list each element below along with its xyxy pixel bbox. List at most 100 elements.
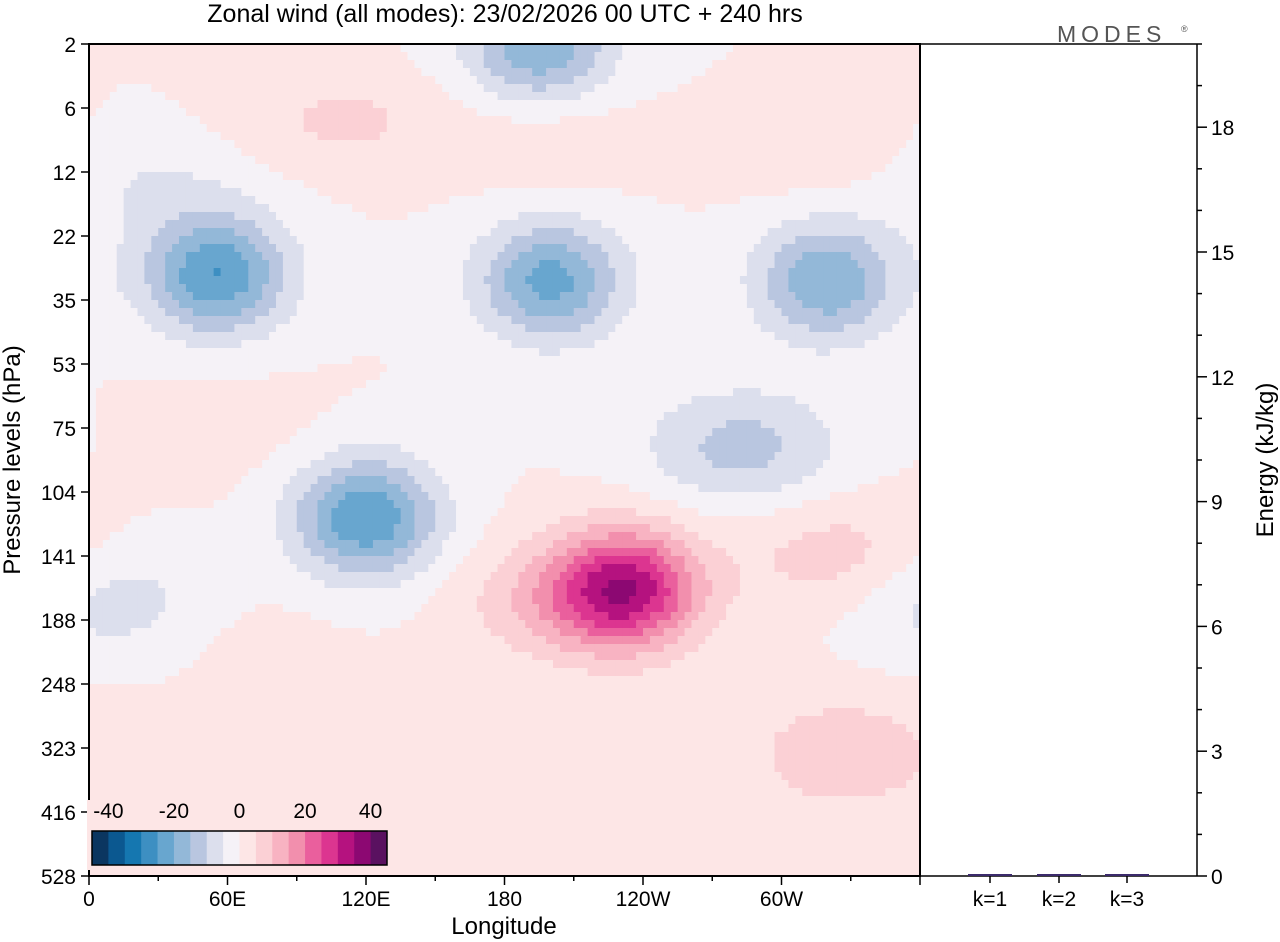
heatmap-cell xyxy=(656,348,665,357)
heatmap-cell xyxy=(511,228,519,237)
heatmap-cell xyxy=(165,52,173,61)
heatmap-cell xyxy=(809,164,817,173)
heatmap-cell xyxy=(366,308,374,317)
heatmap-cell xyxy=(144,156,152,165)
heatmap-cell xyxy=(331,268,339,277)
heatmap-cell xyxy=(913,356,920,365)
heatmap-cell xyxy=(850,260,859,269)
heatmap-cell xyxy=(504,116,513,125)
heatmap-cell xyxy=(435,204,443,213)
heatmap-cell xyxy=(137,140,145,149)
heatmap-cell xyxy=(213,236,222,245)
heatmap-cell xyxy=(566,356,575,365)
heatmap-cell xyxy=(746,284,755,293)
heatmap-cell xyxy=(753,308,762,317)
heatmap-cell xyxy=(864,292,873,301)
heatmap-cell xyxy=(192,172,201,181)
heatmap-cell xyxy=(504,108,513,117)
heatmap-cell xyxy=(116,196,125,205)
heatmap-cell xyxy=(712,332,720,341)
heatmap-cell xyxy=(719,308,727,317)
heatmap-cell xyxy=(185,228,194,237)
heatmap-cell xyxy=(566,108,575,117)
heatmap-cell xyxy=(324,44,332,53)
heatmap-cell xyxy=(684,44,693,53)
heatmap-cell xyxy=(539,148,547,157)
heatmap-cell xyxy=(158,60,166,69)
heatmap-cell xyxy=(116,324,125,333)
heatmap-cell xyxy=(726,44,734,53)
heatmap-cell xyxy=(158,132,166,141)
heatmap-cell xyxy=(165,252,173,261)
heatmap-cell xyxy=(366,316,374,325)
heatmap-cell xyxy=(594,148,603,157)
heatmap-cell xyxy=(719,164,727,173)
heatmap-cell xyxy=(885,116,893,125)
heatmap-cell xyxy=(220,188,229,197)
heatmap-cell xyxy=(525,244,533,253)
heatmap-cell xyxy=(497,228,506,237)
heatmap-cell xyxy=(192,196,201,205)
heatmap-cell xyxy=(636,340,644,349)
heatmap-cell xyxy=(566,132,575,141)
heatmap-cell xyxy=(857,252,866,261)
heatmap-cell xyxy=(483,188,492,197)
heatmap-cell xyxy=(248,108,256,117)
heatmap-cell xyxy=(719,276,727,285)
heatmap-cell xyxy=(663,236,672,245)
heatmap-cell xyxy=(165,372,173,381)
heatmap-cell xyxy=(137,84,145,93)
heatmap-cell xyxy=(580,364,589,373)
heatmap-cell xyxy=(511,372,519,381)
heatmap-cell xyxy=(130,140,139,149)
heatmap-cell xyxy=(677,140,686,149)
heatmap-cell xyxy=(345,252,353,261)
heatmap-cell xyxy=(871,316,880,325)
heatmap-cell xyxy=(95,188,104,197)
heatmap-cell xyxy=(241,252,249,261)
heatmap-cell xyxy=(227,76,236,85)
heatmap-cell xyxy=(248,356,256,365)
heatmap-cell xyxy=(836,276,845,285)
heatmap-cell xyxy=(559,60,568,69)
heatmap-cell xyxy=(407,244,416,253)
heatmap-cell xyxy=(629,300,637,309)
heatmap-cell xyxy=(864,132,873,141)
heatmap-cell xyxy=(255,292,263,301)
heatmap-cell xyxy=(684,68,693,77)
heatmap-cell xyxy=(442,212,450,221)
heatmap-cell xyxy=(753,188,762,197)
heatmap-cell xyxy=(788,364,796,373)
heatmap-cell xyxy=(726,308,734,317)
heatmap-cell xyxy=(698,172,706,181)
heatmap-cell xyxy=(366,84,374,93)
heatmap-cell xyxy=(442,300,450,309)
heatmap-cell xyxy=(372,172,381,181)
heatmap-cell xyxy=(449,340,457,349)
heatmap-cell xyxy=(414,340,422,349)
heatmap-cell xyxy=(102,92,111,101)
heatmap-cell xyxy=(504,188,513,197)
heatmap-cell xyxy=(636,252,644,261)
heatmap-cell xyxy=(615,188,623,197)
heatmap-cell xyxy=(255,164,263,173)
heatmap-cell xyxy=(393,228,402,237)
heatmap-cell xyxy=(324,316,332,325)
heatmap-cell xyxy=(282,148,291,157)
heatmap-cell xyxy=(123,108,132,117)
heatmap-cell xyxy=(414,228,422,237)
heatmap-cell xyxy=(643,316,651,325)
heatmap-cell xyxy=(213,100,222,109)
heatmap-cell xyxy=(829,156,838,165)
heatmap-cell xyxy=(546,76,554,85)
heatmap-cell xyxy=(123,236,132,245)
heatmap-cell xyxy=(649,300,658,309)
heatmap-cell xyxy=(913,220,920,229)
heatmap-cell xyxy=(525,300,533,309)
heatmap-cell xyxy=(539,60,547,69)
heatmap-cell xyxy=(144,236,152,245)
logo-text: MODES xyxy=(1057,21,1166,47)
heatmap-cell xyxy=(518,212,526,221)
heatmap-cell xyxy=(836,188,845,197)
heatmap-cell xyxy=(546,220,554,229)
